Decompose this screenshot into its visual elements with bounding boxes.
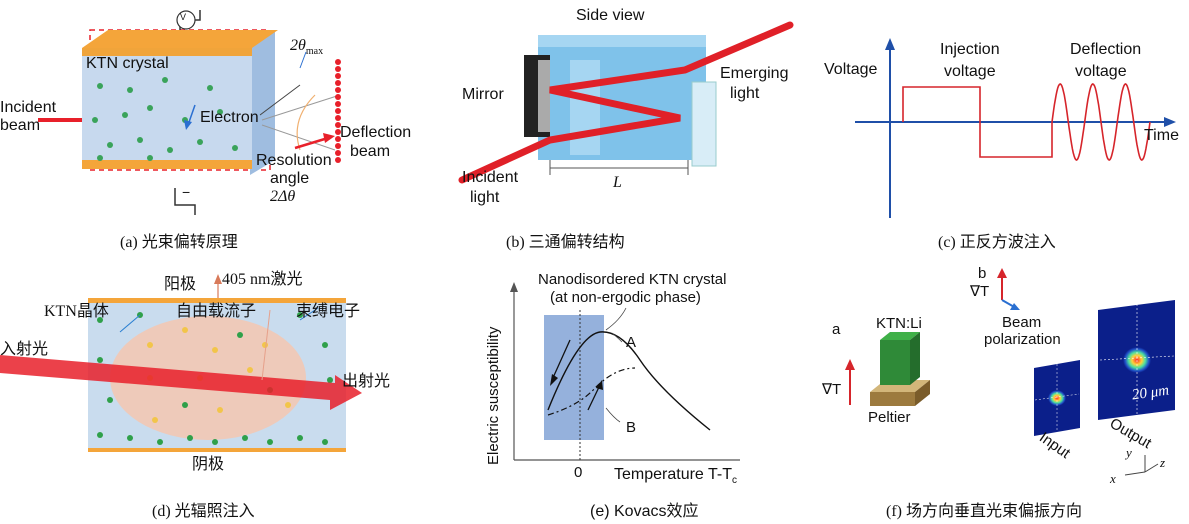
zero-tick-label: 0	[574, 464, 583, 481]
deflection-label-2: voltage	[1075, 63, 1127, 80]
curve-b	[547, 367, 636, 416]
panel-a-beam-deflection-principle: V − Incident beam KTN crystal Electron 2…	[0, 0, 420, 255]
peltier-front	[870, 392, 915, 406]
free-carrier-label: 自由载流子	[176, 303, 257, 320]
chart-title-1: Nanodisordered KTN crystal	[538, 271, 727, 288]
incident-beam-label-2: beam	[0, 117, 41, 134]
zigzag-beam	[458, 21, 794, 184]
panel-a-diagram	[38, 10, 341, 215]
panel-f-diagram	[845, 268, 1175, 476]
anode-label: 阳极	[164, 276, 197, 293]
output-prism	[691, 81, 717, 167]
cathode-label: 阴极	[192, 456, 225, 473]
incident-label-1: Incident	[462, 169, 519, 186]
electron-label: Electron	[200, 109, 259, 126]
panel-e-chart	[510, 282, 740, 461]
laser-label: 405 nm激光	[222, 271, 303, 288]
deflection-beam-label-1: Deflection	[340, 124, 412, 141]
mirror-label: Mirror	[462, 86, 504, 103]
length-label: L	[613, 174, 622, 191]
caption-e: (e) Kovacs效应	[590, 503, 699, 520]
top-electrode-edge	[82, 48, 252, 56]
panel-b-three-pass-structure: Side view Mirror Emerging light Incident…	[420, 0, 800, 255]
gradient-label-b: ∇T	[970, 283, 990, 300]
panel-c-square-wave-injection: Voltage Injection voltage Deflection vol…	[800, 0, 1189, 255]
axis-z-label: z	[1160, 455, 1166, 470]
z-axis-icon	[1144, 463, 1159, 473]
polarization-arrow	[1010, 303, 1020, 310]
minus-sign: −	[182, 184, 191, 200]
voltage-label: Voltage	[824, 61, 878, 78]
panel-f-field-perpendicular-polarization: a b KTN:Li ∇T ∇T Beam polarization Pelti…	[820, 260, 1189, 524]
laser-arrow	[214, 274, 222, 284]
ktn-crystal-label: KTN晶体	[44, 303, 109, 320]
deflection-sine-wave	[1051, 83, 1151, 161]
cathode-plate	[88, 448, 346, 452]
caption-d: (d) 光辐照注入	[152, 503, 255, 520]
voltmeter-label: V	[180, 12, 187, 22]
top-electrode	[82, 30, 278, 48]
caption-a: (a) 光束偏转原理	[120, 234, 238, 251]
resolution-label-1: Resolution	[256, 152, 332, 169]
curve-a-label: A	[626, 334, 637, 351]
crystal-side-face	[250, 30, 275, 175]
ktn-li-label: KTN:Li	[876, 315, 922, 332]
ktn-li-block	[880, 340, 910, 385]
caption-f: (f) 场方向垂直光束偏振方向	[886, 503, 1082, 520]
panel-e-kovacs-effect: Nanodisordered KTN crystal (at non-ergod…	[480, 260, 820, 524]
gradient-label-a: ∇T	[822, 381, 842, 398]
panel-d-light-irradiation-injection: 阳极 405 nm激光 KTN晶体 自由载流子 束缚电子 入射光 出射光 阴极 …	[0, 260, 440, 524]
panel-b-diagram	[458, 21, 794, 184]
emergent-light-label: 出射光	[342, 373, 391, 390]
curve-b-label: B	[626, 419, 637, 436]
beam-polarization-label-2: polarization	[984, 331, 1061, 348]
deflection-beam-label-2: beam	[350, 143, 391, 160]
label-b: b	[978, 265, 987, 282]
beam-polarization-label-1: Beam	[1002, 314, 1042, 331]
peltier-label: Peltier	[868, 409, 911, 426]
y-axis-label: Electric susceptibility	[485, 326, 502, 465]
caption-b: (b) 三通偏转结构	[506, 234, 625, 251]
injection-label-1: Injection	[940, 41, 1000, 58]
deflection-beam-dots	[335, 59, 341, 163]
crystal-front-face	[82, 48, 252, 168]
x-axis-icon	[1124, 471, 1146, 476]
gradient-arrow-a	[845, 359, 855, 370]
curve-a	[547, 331, 711, 431]
electron-dots	[92, 77, 238, 161]
incident-beam-label-1: Incident	[0, 99, 57, 116]
resolution-label-2: angle	[270, 170, 310, 187]
panel-d-diagram	[0, 274, 362, 452]
bound-electron-label: 束缚电子	[296, 303, 361, 320]
incident-light-label: 入射光	[0, 341, 49, 358]
incident-label-2: light	[470, 189, 500, 206]
side-view-label: Side view	[576, 7, 645, 24]
caption-c: (c) 正反方波注入	[938, 234, 1056, 251]
injection-label-2: voltage	[944, 63, 996, 80]
resolution-label-3: 2Δθ	[270, 188, 296, 205]
axis-x-label: x	[1110, 471, 1116, 486]
ktn-crystal-label: KTN crystal	[86, 55, 169, 72]
axis-y-label: y	[1126, 445, 1132, 460]
beam-arrow	[0, 355, 362, 410]
chart-title-2: (at non-ergodic phase)	[550, 289, 701, 306]
panel-c-diagram	[855, 38, 1176, 218]
bottom-electrode	[82, 160, 252, 169]
time-label: Time	[1144, 127, 1179, 144]
voltmeter-icon	[176, 10, 196, 30]
label-a: a	[832, 321, 841, 338]
angle-max-label: 2θmax	[290, 37, 324, 58]
gradient-arrow-b	[997, 268, 1007, 278]
anode-plate	[88, 298, 346, 303]
square-wave	[902, 86, 1053, 158]
deflection-label-1: Deflection	[1070, 41, 1142, 58]
emerging-label-2: light	[730, 85, 760, 102]
x-axis-label: Temperature T-Tc	[614, 466, 737, 487]
emerging-label-1: Emerging	[720, 65, 789, 82]
